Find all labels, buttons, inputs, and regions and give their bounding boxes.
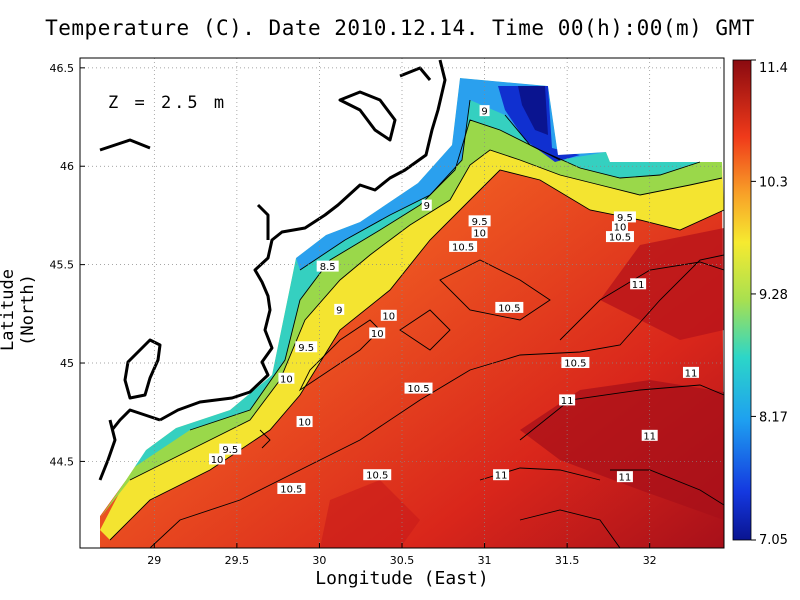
colorbar-tick-label: 11.4 — [759, 61, 788, 76]
y-axis-ticks: 44.5 45 45.5 46 46.5 — [50, 62, 85, 468]
band-cyan — [130, 78, 700, 470]
contour-label: 11 — [561, 396, 574, 407]
x-axis-label: Longitude (East) — [315, 568, 489, 589]
colorbar-tick-label: 10.3 — [759, 175, 788, 190]
x-tick-label: 31 — [478, 554, 492, 567]
contour-label-box — [493, 469, 510, 481]
x-tick-label: 30.5 — [390, 554, 415, 567]
coastline — [98, 59, 447, 481]
contour-label: 9.5 — [298, 343, 314, 354]
contour-label-box — [449, 240, 478, 252]
contour-label-box — [682, 366, 699, 378]
contour-label: 10 — [298, 418, 311, 429]
contour-label: 10.5 — [498, 303, 520, 314]
contour-label-box — [219, 443, 242, 455]
contour-label: 10.5 — [407, 384, 429, 395]
contour-label-box — [616, 471, 633, 483]
contour-label: 10 — [280, 374, 293, 385]
warm-core-south — [520, 380, 724, 520]
chart-title: Temperature (C). Date 2010.12.14. Time 0… — [45, 16, 755, 40]
colorbar-tick-label: 8.17 — [759, 410, 788, 425]
contour-label-box — [380, 309, 397, 321]
contour-label-box — [278, 372, 295, 384]
contour-label-box — [316, 260, 339, 272]
contour-label-box — [296, 416, 313, 428]
contour-label: 9.5 — [472, 217, 488, 228]
y-tick-label: 45.5 — [50, 259, 75, 272]
grid-lines — [80, 58, 724, 548]
contour-lines — [109, 99, 724, 548]
contour-label-box — [471, 227, 488, 239]
contour-label-box — [611, 221, 628, 233]
contour-label: 8.5 — [320, 262, 336, 273]
depth-annotation: Z = 2.5 m — [108, 93, 227, 113]
band-green — [100, 78, 722, 518]
contour-label: 10.5 — [564, 359, 586, 370]
contour-label-box — [495, 301, 524, 313]
x-tick-label: 29.5 — [225, 554, 250, 567]
contour-label-box — [641, 429, 658, 441]
land-area — [80, 58, 724, 548]
contour-label-box — [605, 231, 634, 243]
contour-label-box — [295, 341, 318, 353]
y-tick-label: 45 — [60, 357, 74, 370]
contour-label: 10 — [211, 455, 224, 466]
y-tick-label: 46.5 — [50, 62, 75, 75]
x-tick-label: 30 — [312, 554, 326, 567]
contour-label-box — [421, 199, 432, 211]
x-axis-ticks: 29 29.5 30 30.5 31 31.5 32 — [147, 543, 657, 567]
y-tick-label: 44.5 — [50, 455, 75, 468]
colorbar — [732, 59, 752, 541]
contour-label: 9.5 — [617, 213, 633, 224]
warm-core-east — [600, 228, 724, 340]
warm-core-south-west — [320, 480, 420, 548]
band-yellow — [100, 78, 724, 540]
contour-label: 10 — [473, 229, 486, 240]
contour-label-box — [277, 482, 306, 494]
x-tick-label: 29 — [147, 554, 161, 567]
contour-label-box — [613, 211, 636, 223]
contour-label: 9 — [424, 201, 430, 212]
contour-label: 10.5 — [366, 471, 388, 482]
contour-label: 9 — [481, 107, 487, 118]
x-tick-label: 31.5 — [555, 554, 580, 567]
contour-label-box — [363, 469, 392, 481]
colorbar-tick-label: 9.28 — [759, 288, 788, 303]
colorbar-ticks: 11.4 10.3 9.28 8.17 7.05 — [751, 59, 788, 548]
contour-label: 10.5 — [609, 233, 631, 244]
y-axis-label: Latitude (North) — [0, 269, 38, 351]
x-tick-label: 32 — [643, 554, 657, 567]
contour-label-box — [369, 327, 386, 339]
contour-label-box — [630, 278, 647, 290]
contour-label: 10.5 — [280, 484, 302, 495]
contour-label: 10 — [614, 223, 627, 234]
contour-label-box — [209, 453, 226, 465]
contour-label: 9.5 — [222, 445, 238, 456]
y-tick-label: 46 — [60, 160, 74, 173]
contour-label: 10 — [371, 329, 384, 340]
contour-label: 11 — [495, 471, 508, 482]
contour-label: 11 — [619, 473, 632, 484]
contour-label: 11 — [632, 280, 645, 291]
contour-label-box — [479, 105, 490, 117]
contour-label: 11 — [685, 368, 698, 379]
cold-core-inner — [518, 86, 548, 135]
contour-label-box — [334, 303, 345, 315]
contour-label-box — [404, 382, 433, 394]
contour-labels: 999.51010.59.51010.58.59101010.59.51010.… — [209, 105, 699, 495]
contour-label: 11 — [643, 431, 656, 442]
contour-label: 10.5 — [452, 242, 474, 253]
contour-label-box — [468, 215, 491, 227]
contour-label-box — [561, 357, 590, 369]
contour-label-box — [559, 394, 576, 406]
colorbar-tick-label: 7.05 — [759, 533, 788, 548]
contour-label: 9 — [336, 305, 342, 316]
contour-label: 10 — [382, 311, 395, 322]
